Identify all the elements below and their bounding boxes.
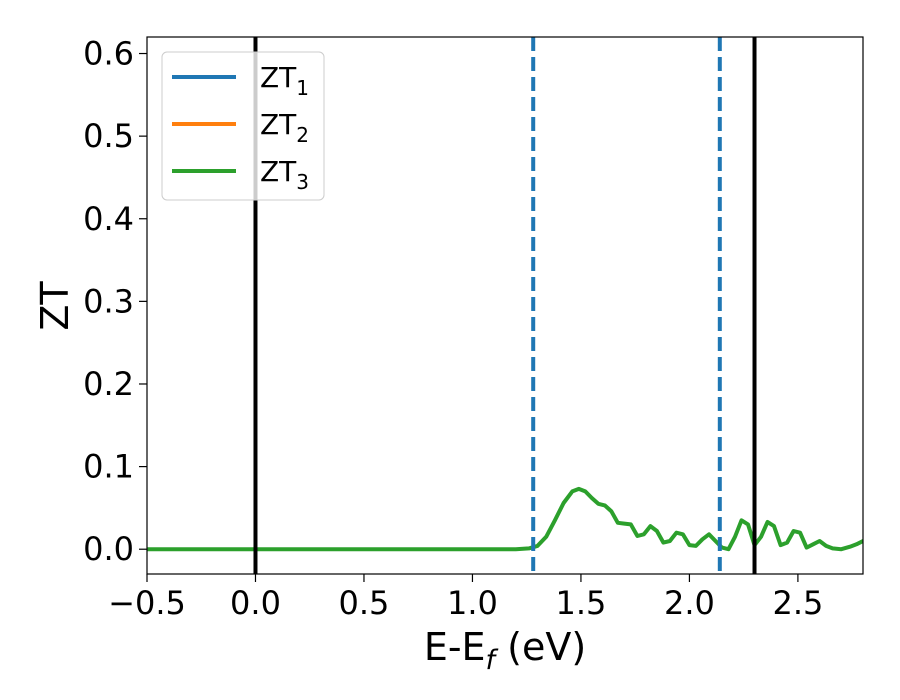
legend-label-1: ZT1 (260, 61, 309, 100)
legend-label-2: ZT2 (260, 108, 309, 147)
x-tick-label: 1.5 (555, 584, 606, 622)
legend: ZT1 ZT2 ZT3 (161, 51, 325, 201)
plot-frame (146, 36, 864, 575)
series-line-3 (147, 486, 863, 552)
x-tick-label: 1.0 (447, 584, 498, 622)
legend-label-3: ZT3 (260, 155, 309, 194)
x-tick-label: 0.5 (339, 584, 390, 622)
y-tick-label: 0.1 (83, 448, 134, 486)
y-tick-label: 0.3 (83, 282, 134, 320)
y-tick-label: 0.2 (83, 365, 134, 403)
x-tick-label: −0.5 (108, 584, 186, 622)
y-tick-label: 0.4 (83, 200, 134, 238)
x-tick-label: 2.0 (664, 584, 715, 622)
x-tick-label: 2.5 (772, 584, 823, 622)
y-tick-label: 0.0 (83, 530, 134, 568)
y-tick-label: 0.5 (83, 117, 134, 155)
x-tick-label: 0.0 (230, 584, 281, 622)
legend-box (161, 51, 325, 201)
y-axis-label: ZT (33, 281, 77, 331)
y-tick-label: 0.6 (83, 35, 134, 73)
x-axis-label: E-Ef (eV) (424, 625, 586, 676)
